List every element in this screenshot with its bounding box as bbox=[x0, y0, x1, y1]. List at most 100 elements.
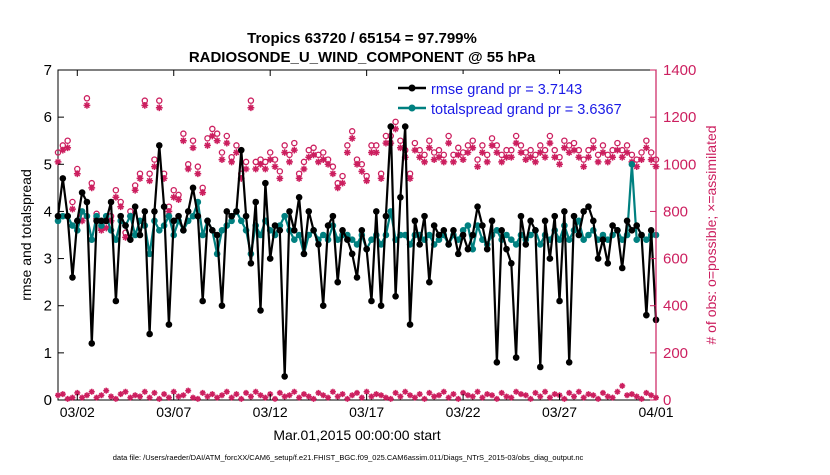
rmse-point bbox=[334, 278, 342, 286]
obs-low-point bbox=[397, 393, 404, 400]
rmse-point bbox=[262, 179, 269, 187]
obs-low-point bbox=[334, 393, 341, 400]
rmse-point bbox=[127, 236, 134, 244]
obs-low-point bbox=[426, 389, 433, 396]
rmse-point bbox=[175, 212, 182, 220]
spread-point bbox=[580, 236, 587, 244]
obs-possible-point bbox=[223, 132, 231, 140]
chart-title-line2: RADIOSONDE_U_WIND_COMPONENT @ 55 hPa bbox=[189, 49, 536, 66]
obs-low-point bbox=[609, 394, 616, 401]
rmse-point bbox=[117, 212, 124, 220]
obs-low-point bbox=[281, 393, 288, 400]
rmse-point bbox=[430, 222, 438, 229]
obs-low-point bbox=[117, 391, 124, 398]
obs-assimilated-point bbox=[440, 158, 448, 166]
obs-assimilated-point bbox=[334, 184, 342, 192]
obs-low-point bbox=[344, 395, 351, 402]
y-right-tick-label: 200 bbox=[663, 345, 688, 362]
obs-low-point bbox=[648, 392, 655, 399]
rmse-point bbox=[363, 245, 370, 253]
spread-point bbox=[165, 212, 173, 220]
obs-low-point bbox=[310, 395, 317, 402]
obs-low-point bbox=[575, 388, 582, 395]
obs-low-point bbox=[108, 393, 115, 400]
x-tick-label: 03/27 bbox=[542, 404, 577, 420]
obs-possible-point bbox=[242, 158, 250, 166]
obs-low-point bbox=[542, 388, 549, 395]
rmse-point bbox=[421, 212, 428, 220]
obs-low-point bbox=[493, 395, 500, 402]
obs-low-point bbox=[218, 392, 225, 399]
spread-point bbox=[131, 231, 139, 239]
obs-low-point bbox=[98, 392, 105, 399]
obs-assimilated-point bbox=[450, 158, 457, 166]
rmse-point bbox=[141, 208, 149, 215]
obs-possible-point bbox=[614, 139, 621, 147]
rmse-point bbox=[503, 245, 510, 253]
rmse-point bbox=[204, 217, 211, 225]
rmse-point bbox=[585, 203, 592, 211]
obs-low-point bbox=[469, 393, 476, 400]
legend-box bbox=[393, 74, 650, 118]
rmse-point bbox=[541, 217, 549, 225]
obs-low-point bbox=[358, 394, 365, 401]
rmse-point bbox=[392, 292, 399, 300]
obs-low-point bbox=[595, 395, 602, 402]
obs-low-point bbox=[532, 389, 539, 396]
obs-low-point bbox=[199, 389, 206, 396]
obs-assimilated-point bbox=[532, 158, 539, 166]
obs-low-point bbox=[74, 389, 81, 396]
obs-assimilated-point bbox=[623, 149, 631, 156]
rmse-point bbox=[469, 231, 477, 239]
obs-assimilated-point bbox=[382, 139, 390, 147]
obs-assimilated-point bbox=[459, 156, 467, 163]
obs-possible-point bbox=[411, 139, 419, 147]
rmse-point bbox=[146, 330, 153, 338]
obs-possible-point bbox=[209, 125, 216, 133]
obs-assimilated-point bbox=[218, 156, 226, 163]
rmse-point bbox=[344, 236, 351, 244]
obs-possible-point bbox=[291, 139, 298, 147]
obs-possible-point bbox=[276, 168, 284, 175]
obs-assimilated-point bbox=[339, 179, 346, 187]
obs-low-point bbox=[83, 392, 90, 399]
obs-low-point bbox=[180, 392, 187, 399]
obs-low-point bbox=[272, 395, 279, 402]
spread-point bbox=[604, 236, 612, 244]
obs-possible-point bbox=[426, 137, 433, 144]
obs-low-point bbox=[508, 394, 515, 401]
obs-assimilated-point bbox=[88, 184, 96, 192]
y-left-tick-label: 2 bbox=[44, 298, 52, 315]
rmse-point bbox=[165, 321, 173, 328]
obs-assimilated-point bbox=[223, 139, 231, 147]
obs-assimilated-point bbox=[146, 177, 154, 185]
obs-assimilated-point bbox=[353, 160, 361, 168]
rmse-point bbox=[209, 226, 216, 234]
x-tick-label: 03/17 bbox=[349, 404, 384, 420]
rmse-point bbox=[633, 222, 641, 229]
obs-low-point bbox=[132, 392, 139, 399]
obs-assimilated-point bbox=[247, 104, 255, 112]
obs-possible-point bbox=[397, 137, 404, 144]
obs-low-point bbox=[551, 391, 558, 398]
x-tick-label: 03/22 bbox=[446, 404, 481, 420]
obs-low-point bbox=[151, 389, 158, 396]
rmse-point bbox=[483, 245, 491, 253]
obs-assimilated-point bbox=[536, 149, 544, 156]
obs-assimilated-point bbox=[565, 149, 573, 156]
obs-assimilated-point bbox=[541, 153, 549, 161]
rmse-point bbox=[329, 212, 337, 220]
obs-low-point bbox=[329, 388, 336, 395]
rmse-point bbox=[594, 255, 602, 262]
y-axis-right: 0 200 400 600 800 1000 1200 1400 bbox=[650, 62, 696, 409]
rmse-point bbox=[305, 208, 313, 215]
rmse-point bbox=[228, 212, 235, 220]
obs-assimilated-point bbox=[527, 153, 535, 161]
rmse-point bbox=[493, 358, 501, 366]
rmse-point bbox=[348, 250, 356, 258]
obs-possible-point bbox=[445, 132, 452, 140]
plot-area bbox=[57, 69, 657, 401]
rmse-point bbox=[218, 302, 226, 310]
spread-point bbox=[295, 231, 303, 239]
y-right-tick-label: 800 bbox=[663, 203, 688, 220]
